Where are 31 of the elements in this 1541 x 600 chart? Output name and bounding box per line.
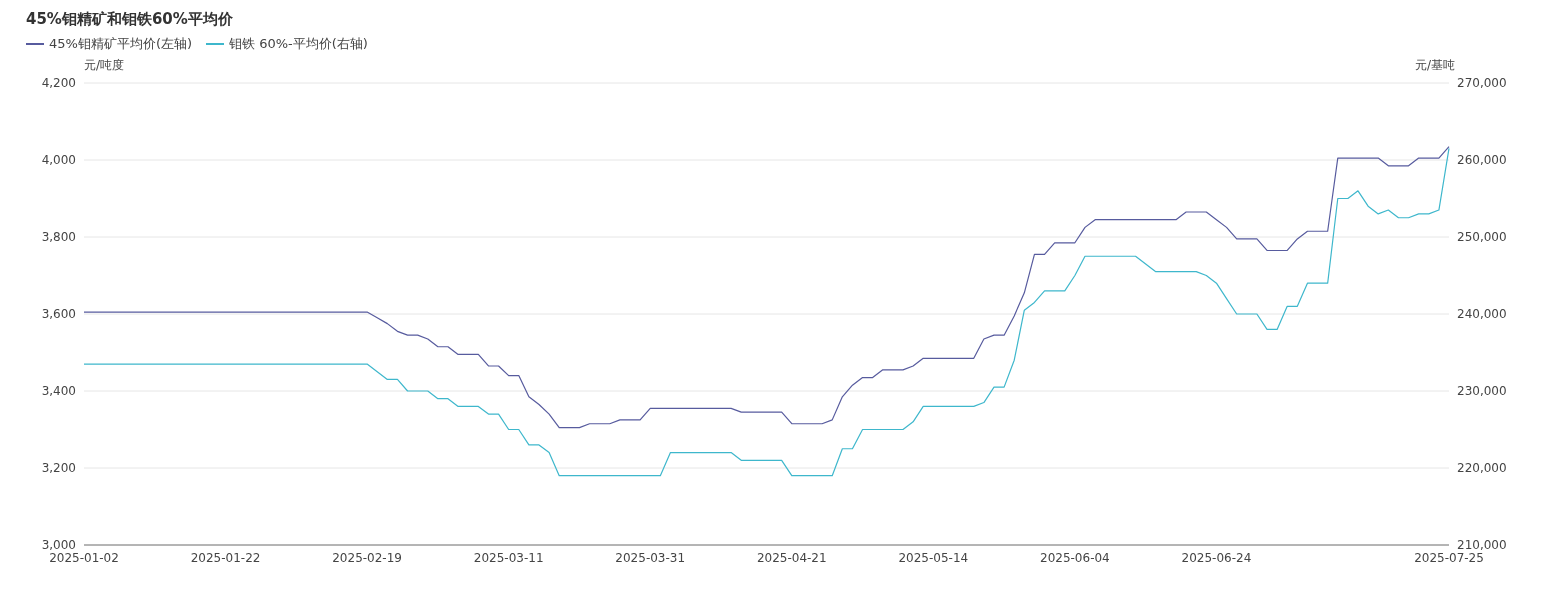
y2-tick-label: 260,000 xyxy=(1457,153,1507,168)
y-tick-label: 3,200 xyxy=(41,461,76,476)
x-tick-label: 2025-03-11 xyxy=(473,550,544,565)
y2-tick-label: 270,000 xyxy=(1457,76,1507,91)
y-tick-label: 3,000 xyxy=(41,538,76,553)
y-axis-title: 元/吨度 xyxy=(84,57,125,74)
legend-label: 钼铁 60%-平均价(右轴) xyxy=(229,35,368,53)
legend-label: 45%钼精矿平均价(左轴) xyxy=(49,35,193,53)
x-tick-label: 2025-06-24 xyxy=(1181,550,1252,565)
y-tick-label: 4,000 xyxy=(41,153,76,168)
line-series xyxy=(83,145,1450,429)
x-tick-label: 2025-03-31 xyxy=(615,550,686,565)
x-tick-label: 2025-07-25 xyxy=(1414,550,1484,565)
y-tick-label: 3,600 xyxy=(41,307,76,322)
y-tick-label: 4,200 xyxy=(41,76,76,91)
y2-tick-label: 250,000 xyxy=(1457,230,1507,245)
y2-tick-label: 220,000 xyxy=(1457,461,1507,476)
x-tick-label: 2025-04-21 xyxy=(756,550,827,565)
line-series xyxy=(83,147,1450,477)
y2-tick-label: 210,000 xyxy=(1457,538,1507,553)
x-tick-label: 2025-01-22 xyxy=(190,550,261,565)
y2-tick-label: 230,000 xyxy=(1457,384,1507,399)
x-tick-label: 2025-05-14 xyxy=(898,550,969,565)
x-tick-label: 2025-02-19 xyxy=(332,550,402,565)
y-tick-label: 3,400 xyxy=(41,384,76,399)
chart-title: 45%钼精矿和钼铁60%平均价 xyxy=(26,10,234,29)
x-tick-label: 2025-01-02 xyxy=(49,550,119,565)
y2-axis-title: 元/基吨 xyxy=(1414,57,1455,74)
y-tick-label: 3,800 xyxy=(41,230,76,245)
x-tick-label: 2025-06-04 xyxy=(1040,550,1110,565)
y2-tick-label: 240,000 xyxy=(1457,307,1507,322)
